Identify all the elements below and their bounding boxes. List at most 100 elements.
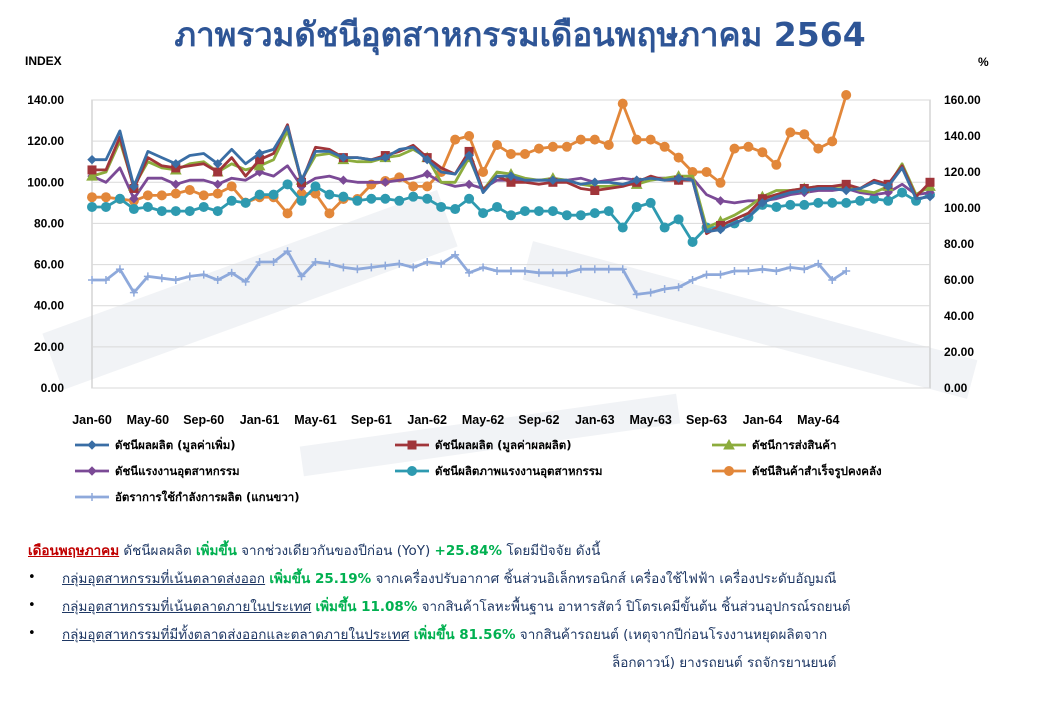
bullet-3-group: กลุ่มอุตสาหกรรมที่มีทั้งตลาดส่งออกและตลา… — [62, 627, 410, 643]
legend-marker — [724, 466, 734, 476]
data-point — [561, 210, 572, 221]
data-point — [450, 134, 461, 145]
legend-item: ดัชนีการส่งสินค้า — [712, 438, 836, 452]
data-point — [659, 222, 670, 233]
data-point — [841, 197, 852, 208]
y-left-tick-label: 40.00 — [34, 299, 64, 313]
data-point — [757, 198, 768, 208]
data-point — [213, 167, 223, 177]
legend-label: ดัชนีผลผลิต (มูลค่าผลผลิต) — [435, 438, 572, 453]
legend-marker — [407, 466, 417, 476]
data-point — [408, 191, 419, 202]
summary-part2: จากช่วงเดียวกันของปีก่อน (YoY) — [236, 543, 435, 559]
data-point — [129, 194, 139, 204]
bullet-2-up: เพิ่มขึ้น 11.08% — [315, 599, 418, 615]
bullet-1-group: กลุ่มอุตสาหกรรมที่เน้นตลาดส่งออก — [62, 571, 266, 587]
data-point — [799, 199, 810, 210]
data-point — [129, 181, 139, 192]
data-point — [673, 173, 684, 183]
bullet-1: กลุ่มอุตสาหกรรมที่เน้นตลาดส่งออก เพิ่มขึ… — [62, 568, 1032, 590]
x-tick-label: Sep-61 — [351, 413, 392, 427]
legend-item: ดัชนีสินค้าสำเร็จรูปคงคลัง — [712, 463, 882, 479]
data-point — [701, 167, 712, 177]
y-right-tick-label: 60.00 — [944, 273, 974, 287]
data-point — [324, 189, 335, 200]
data-point — [352, 195, 363, 206]
data-point — [631, 201, 642, 212]
data-point — [226, 181, 237, 192]
y-left-tick-label: 0.00 — [41, 381, 65, 395]
x-tick-label: May-60 — [127, 413, 169, 427]
data-point — [254, 148, 265, 159]
x-tick-label: Jan-64 — [743, 413, 783, 427]
data-point — [575, 134, 586, 145]
page-title: ภาพรวมดัชนีอุตสาหกรรมเดือนพฤษภาคม 2564 — [174, 15, 866, 54]
x-tick-label: Jan-61 — [240, 413, 280, 427]
data-point — [771, 159, 782, 170]
data-point — [813, 197, 824, 208]
data-point — [422, 154, 432, 165]
data-point — [757, 147, 768, 158]
month-label: เดือนพฤษภาคม — [28, 543, 120, 559]
data-point — [603, 206, 614, 217]
bullet-3-rest: จากสินค้ารถยนต์ (เหตุจากปีก่อนโรงงานหยุด… — [515, 627, 828, 643]
series-5 — [87, 179, 935, 247]
legend-label: ดัชนีสินค้าสำเร็จรูปคงคลัง — [752, 463, 882, 479]
industrial-index-chart: 0.00 20.00 40.00 60.00 80.00 100.00 120.00 140.… — [25, 54, 989, 504]
data-point — [87, 154, 97, 165]
data-point — [128, 204, 139, 215]
bullet-2: กลุ่มอุตสาหกรรมที่เน้นตลาดภายในประเทศ เพ… — [62, 596, 1032, 618]
y-left-tick-label: 100.00 — [27, 175, 64, 189]
bullet-1-rest: จากเครื่องปรับอากาศ ชิ้นส่วนอิเล็กทรอนิก… — [371, 571, 837, 587]
data-point — [464, 150, 474, 161]
data-point — [533, 143, 544, 154]
data-point — [715, 196, 726, 206]
data-point — [603, 140, 614, 150]
legend-item: ดัชนีแรงงานอุตสาหกรรม — [75, 464, 240, 479]
x-tick-label: Jan-60 — [72, 413, 112, 427]
summary-value: +25.84% — [434, 543, 503, 559]
data-point — [253, 159, 266, 171]
data-point — [87, 165, 97, 175]
data-point — [464, 179, 474, 190]
y-left-tick-label: 60.00 — [34, 258, 64, 272]
data-point — [450, 204, 461, 215]
data-point — [519, 149, 530, 159]
legend-label: อัตราการใช้กำลังการผลิต (แกนขวา) — [115, 490, 300, 504]
x-tick-label: Sep-60 — [183, 413, 224, 427]
data-point — [883, 195, 894, 206]
bullet-3-cont: ล็อกดาวน์) ยางรถยนต์ รถจักรยานยนต์ — [612, 652, 1012, 674]
x-tick-label: May-61 — [294, 413, 336, 427]
data-point — [547, 206, 558, 217]
data-point — [212, 159, 223, 169]
summary-part3: โดยมีปัจจัย ดังนี้ — [502, 543, 601, 559]
legend-label: ดัชนีผลิตภาพแรงงานอุตสาหกรรม — [435, 464, 602, 479]
y-right-tick-label: 80.00 — [944, 237, 974, 251]
x-tick-label: May-63 — [629, 413, 671, 427]
data-point — [380, 177, 391, 187]
x-tick-label: Sep-62 — [518, 413, 559, 427]
data-point — [366, 193, 377, 204]
data-point — [296, 195, 307, 206]
y-left-axis-label: INDEX — [25, 54, 62, 68]
data-point — [171, 179, 181, 190]
data-point — [212, 206, 223, 217]
data-point — [324, 208, 335, 219]
bullet-1-marker: • — [28, 570, 36, 585]
data-point — [464, 131, 475, 141]
data-point — [785, 199, 796, 210]
x-tick-label: May-62 — [462, 413, 504, 427]
y-right-tick-label: 120.00 — [944, 165, 981, 179]
data-point — [631, 134, 642, 145]
legend-item: ดัชนีผลผลิต (มูลค่าเพิ่ม) — [75, 436, 236, 453]
bullet-3-up: เพิ่มขึ้น 81.56% — [413, 627, 516, 643]
data-point — [617, 98, 628, 109]
bullet-2-marker: • — [28, 598, 36, 613]
plot-area-frame — [91, 99, 931, 389]
data-point — [296, 175, 307, 185]
legend-marker — [87, 440, 97, 450]
data-point — [827, 197, 838, 208]
data-point — [86, 170, 98, 181]
data-point — [198, 190, 209, 201]
